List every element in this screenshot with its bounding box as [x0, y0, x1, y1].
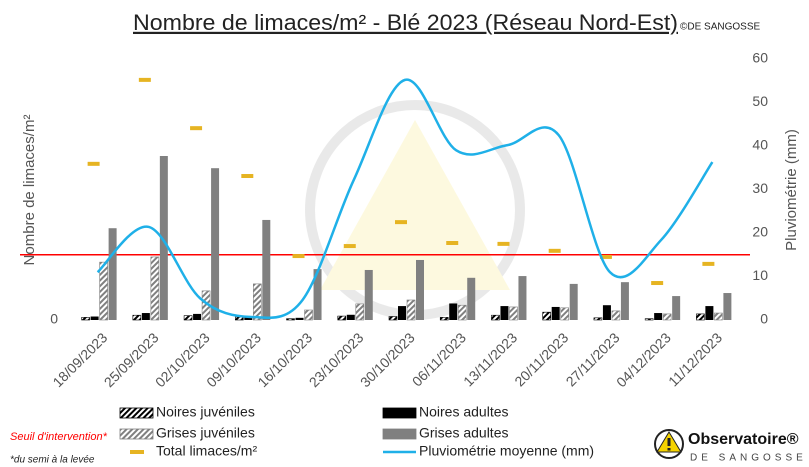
bar [491, 314, 500, 321]
logo-subtitle: DE SANGOSSE [690, 453, 807, 464]
bar [346, 314, 355, 320]
bar [253, 283, 262, 321]
y2-tick-label: 20 [752, 224, 768, 240]
x-tick-label: 11/12/2023 [665, 329, 725, 389]
y2-tick-label: 50 [752, 93, 768, 109]
bar [467, 277, 476, 320]
x-tick-label: 30/10/2023 [357, 329, 418, 390]
rain-line [96, 78, 714, 319]
x-tick-label: 09/10/2023 [203, 329, 264, 390]
credit: ©DE SANGOSSE [680, 22, 760, 33]
bar [449, 303, 458, 320]
bar [150, 256, 160, 321]
bar [355, 303, 365, 321]
bar [99, 261, 108, 321]
bar [132, 314, 142, 321]
bar [500, 306, 509, 320]
legend-label: Pluviométrie moyenne (mm) [419, 443, 594, 459]
bar [141, 313, 150, 320]
footnote: *du semi à la levée [10, 455, 95, 466]
bar [295, 317, 304, 320]
bar [159, 156, 168, 320]
bar [611, 310, 621, 321]
legend-swatch [119, 428, 154, 440]
bar [244, 317, 253, 320]
y2-tick-label: 30 [752, 180, 768, 196]
y2-tick-label: 10 [752, 267, 768, 283]
threshold-label: Seuil d'intervention* [10, 431, 108, 443]
y-axis-label: Nombre de limaces/m² [21, 115, 38, 266]
x-tick-label: 16/10/2023 [254, 329, 315, 390]
x-tick-label: 02/10/2023 [152, 329, 213, 390]
y2-axis-label: Pluviométrie (mm) [783, 129, 800, 251]
bar [672, 296, 681, 320]
bar [108, 228, 117, 320]
legend-label: Total limaces/m² [156, 443, 257, 459]
bar [457, 304, 467, 321]
bar [644, 318, 654, 321]
y2-tick-label: 40 [752, 137, 768, 153]
legend-label: Noires adultes [419, 404, 509, 420]
legend-swatch [382, 407, 417, 419]
y2-tick-label: 0 [760, 311, 768, 327]
legend-swatch [382, 428, 417, 440]
bar [705, 306, 714, 320]
bar [364, 269, 373, 320]
logo: Observatoire® DE SANGOSSE [654, 429, 807, 464]
bar [286, 318, 295, 321]
bar [81, 317, 90, 321]
bar [593, 317, 603, 321]
x-tick-label: 18/09/2023 [49, 329, 110, 390]
bar [654, 313, 663, 320]
y2-tick-label: 60 [752, 50, 768, 66]
bar [262, 219, 271, 320]
y-tick-label: 0 [50, 311, 58, 327]
x-tick-label: 13/11/2023 [460, 329, 520, 389]
bar [183, 315, 193, 321]
bar [388, 316, 398, 321]
bar [416, 259, 424, 320]
bar [602, 305, 611, 320]
bar [714, 312, 723, 321]
x-tick-label: 06/11/2023 [409, 329, 469, 389]
bar [509, 306, 518, 321]
bar [193, 313, 202, 320]
bar [337, 315, 347, 321]
bar [723, 293, 732, 320]
bar [551, 306, 560, 320]
legend-swatch [119, 407, 154, 419]
x-tick-label: 23/10/2023 [306, 329, 367, 390]
bar [620, 282, 629, 320]
bar [518, 276, 527, 320]
bar [662, 313, 672, 321]
bar [439, 317, 449, 321]
bar [569, 283, 578, 320]
legend-label: Grises juvéniles [156, 425, 255, 441]
bar [211, 168, 220, 320]
x-tick-label: 25/09/2023 [101, 329, 162, 390]
bar [406, 299, 416, 321]
bar [90, 316, 99, 320]
bar [542, 311, 551, 321]
chart-title: Nombre de limaces/m² - Blé 2023 (Réseau … [133, 10, 678, 35]
bar [304, 309, 313, 321]
bar [696, 313, 705, 321]
x-tick-label: 04/12/2023 [613, 329, 674, 390]
bar [313, 269, 322, 320]
bar [398, 306, 406, 320]
logo-name: Observatoire® [688, 431, 799, 448]
bar [560, 307, 569, 321]
legend-label: Grises adultes [419, 425, 508, 441]
x-tick-label: 20/11/2023 [511, 329, 571, 389]
legend-label: Noires juvéniles [156, 404, 255, 420]
